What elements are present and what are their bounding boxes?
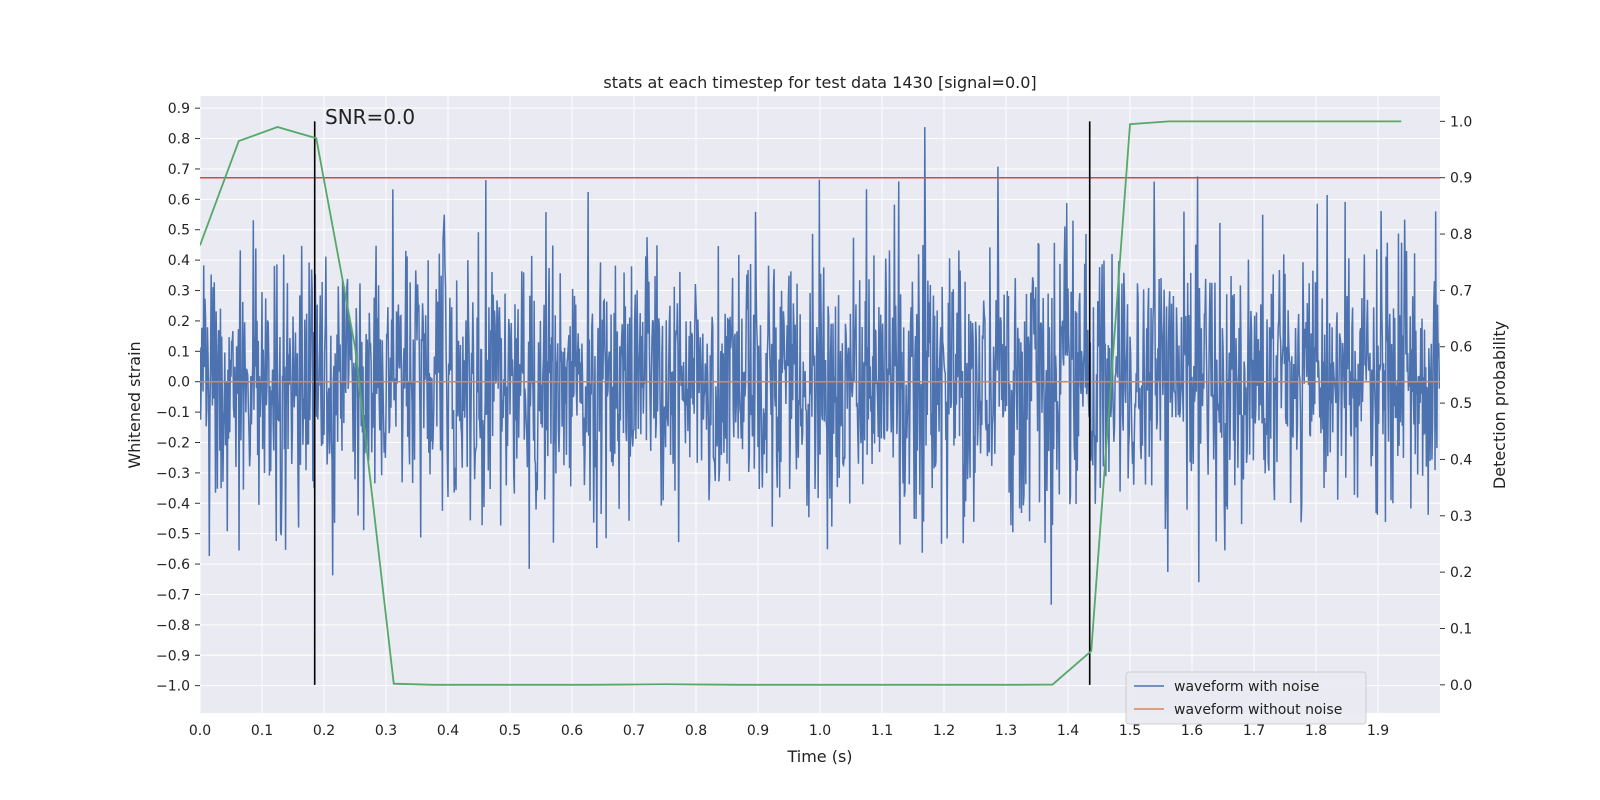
y-right-tick-label: 0.9 [1450, 171, 1472, 187]
x-tick-label: 0.4 [437, 723, 459, 739]
y-right-tick-label: 0.8 [1450, 227, 1472, 243]
plot-area [200, 120, 1440, 686]
x-axis-ticks: 0.0 0.1 0.2 0.3 0.4 0.5 0.6 0.7 0.8 0.9 1.0 1.1 1.2 1… [189, 723, 1389, 739]
x-tick-label: 0.2 [313, 723, 335, 739]
series-line-detection-probability [200, 120, 1402, 686]
y-left-tick-label: 0.2 [168, 314, 190, 330]
y-right-tick-label: 0.7 [1450, 283, 1472, 299]
y-right-tick-label: 0.1 [1450, 621, 1472, 637]
y-right-tick-label: 0.4 [1450, 452, 1472, 468]
legend-label-waveform-without-noise: waveform without noise [1174, 702, 1342, 718]
x-tick-label: 0.0 [189, 723, 211, 739]
y-right-tick-label: 0.6 [1450, 340, 1472, 356]
x-tick-label: 1.6 [1181, 723, 1203, 739]
x-tick-label: 1.5 [1119, 723, 1141, 739]
y-right-tick-label: 0.3 [1450, 509, 1472, 525]
x-tick-label: 0.3 [375, 723, 397, 739]
y-right-axis-label: Detection probability [1490, 321, 1509, 489]
snr-annotation: SNR=0.0 [325, 105, 415, 129]
legend-box [1125, 671, 1367, 725]
y-left-tick-label: 0.6 [168, 192, 190, 208]
y-right-axis-ticks: 1.0 0.9 0.8 0.7 0.6 0.5 0.4 0.3 0.2 0.1 0.0 [1440, 114, 1472, 694]
y-left-tick-label: −0.9 [156, 648, 190, 664]
y-left-axis-label: Whitened strain [125, 341, 144, 468]
x-tick-label: 1.1 [871, 723, 893, 739]
y-left-tick-label: −0.3 [156, 466, 190, 482]
x-tick-label: 1.2 [933, 723, 955, 739]
x-axis-label: Time (s) [786, 747, 852, 766]
y-left-tick-label: 0.3 [168, 284, 190, 300]
y-left-tick-label: 0.1 [168, 344, 190, 360]
y-left-tick-label: 0.9 [168, 101, 190, 117]
y-left-tick-label: −1.0 [156, 679, 190, 695]
y-right-tick-label: 0.5 [1450, 396, 1472, 412]
x-tick-label: 0.5 [499, 723, 521, 739]
y-left-tick-label: −0.6 [156, 557, 190, 573]
chart-title: stats at each timestep for test data 143… [603, 73, 1036, 92]
x-tick-label: 1.9 [1367, 723, 1389, 739]
y-left-tick-label: 0.4 [168, 253, 190, 269]
y-left-tick-label: −0.4 [156, 496, 190, 512]
y-left-tick-label: −0.5 [156, 527, 190, 543]
y-right-tick-label: 1.0 [1450, 114, 1472, 130]
x-tick-label: 1.7 [1243, 723, 1265, 739]
x-tick-label: 0.9 [747, 723, 769, 739]
y-left-tick-label: 0.0 [168, 375, 190, 391]
legend-label-waveform-with-noise: waveform with noise [1174, 679, 1319, 695]
y-left-tick-label: −0.8 [156, 618, 190, 634]
y-left-tick-label: 0.7 [168, 162, 190, 178]
x-tick-label: 0.8 [685, 723, 707, 739]
y-left-tick-label: 0.8 [168, 132, 190, 148]
x-tick-label: 1.0 [809, 723, 831, 739]
y-left-axis-ticks: 0.9 0.8 0.7 0.6 0.5 0.4 0.3 0.2 0.1 0.0 −0.1 −0.2 −0… [156, 101, 200, 695]
x-tick-label: 0.6 [561, 723, 583, 739]
x-tick-label: 0.1 [251, 723, 273, 739]
x-tick-label: 1.4 [1057, 723, 1079, 739]
y-left-tick-label: −0.1 [156, 405, 190, 421]
x-tick-label: 1.8 [1305, 723, 1327, 739]
y-right-tick-label: 0.0 [1450, 678, 1472, 694]
x-tick-label: 0.7 [623, 723, 645, 739]
legend: waveform with noise waveform without noi… [1125, 671, 1367, 725]
y-right-tick-label: 0.2 [1450, 565, 1472, 581]
y-left-tick-label: −0.2 [156, 435, 190, 451]
y-left-tick-label: 0.5 [168, 223, 190, 239]
y-left-tick-label: −0.7 [156, 587, 190, 603]
x-tick-label: 1.3 [995, 723, 1017, 739]
